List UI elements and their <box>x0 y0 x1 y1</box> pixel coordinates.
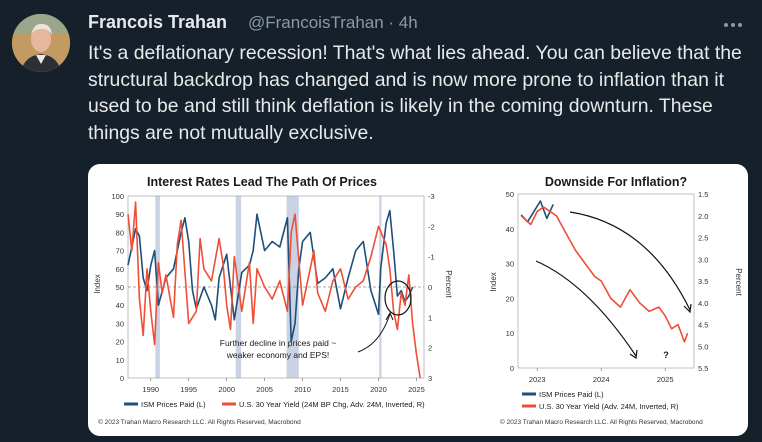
right-chart-title: Downside For Inflation? <box>545 175 687 189</box>
left-series-us-30y-yield <box>127 201 421 379</box>
left-y-tick-label: 70 <box>116 247 124 256</box>
left-y2-tick-label: 3 <box>428 374 432 383</box>
right-y2-axis-label: Percent <box>734 268 743 296</box>
right-y-tick-label: 50 <box>506 190 514 199</box>
right-legend-ism: ISM Prices Paid (L) <box>539 390 604 399</box>
right-arrowhead-lower <box>629 349 638 360</box>
left-x-tick-label: 2000 <box>218 385 235 394</box>
tweet-image-card[interactable]: Interest Rates Lead The Path Of Prices I… <box>88 164 748 436</box>
left-legend-ism: ISM Prices Paid (L) <box>141 400 206 409</box>
left-y2-tick-label: 0 <box>428 283 432 292</box>
right-y2-tick-label: 5.0 <box>698 342 708 351</box>
left-x-tick-label: 2015 <box>332 385 349 394</box>
right-question-mark: ? <box>663 350 669 360</box>
left-x-tick-label: 2025 <box>408 385 425 394</box>
right-y2-tick-label: 2.0 <box>698 212 708 221</box>
left-y-tick-label: 10 <box>116 356 124 365</box>
left-x-tick-label: 2020 <box>370 385 387 394</box>
right-legend-yield: U.S. 30 Year Yield (Adv. 24M, Inverted, … <box>539 402 679 411</box>
right-chart: Downside For Inflation? Index Percent 0 1… <box>489 175 743 426</box>
right-y-axis-label: Index <box>489 272 498 292</box>
right-arrow-upper <box>569 211 691 311</box>
left-y-tick-label: 40 <box>116 301 124 310</box>
left-y-tick-label: 90 <box>116 210 124 219</box>
left-y2-tick-label: 2 <box>428 344 432 353</box>
author-avatar[interactable] <box>12 14 70 72</box>
left-y-tick-label: 50 <box>116 283 124 292</box>
left-chart-title: Interest Rates Lead The Path Of Prices <box>147 175 377 189</box>
right-y2-tick-label: 3.0 <box>698 255 708 264</box>
left-y-tick-label: 60 <box>116 265 124 274</box>
left-x-tick-label: 2005 <box>256 385 273 394</box>
right-y2-tick-label: 5.5 <box>698 364 708 373</box>
right-y-tick-label: 20 <box>506 294 514 303</box>
left-copyright: © 2023 Trahan Macro Research LLC. All Ri… <box>98 418 301 426</box>
tweet-text: It's a deflationary recession! That's wh… <box>88 42 742 144</box>
left-arrowhead <box>385 311 394 321</box>
left-y-axis-label: Index <box>93 274 102 294</box>
right-legend: ISM Prices Paid (L) U.S. 30 Year Yield (… <box>522 390 679 411</box>
author-handle-time[interactable]: @FrancoisTrahan · 4h <box>248 13 418 32</box>
right-y2-tick-label: 4.0 <box>698 299 708 308</box>
left-chart: Interest Rates Lead The Path Of Prices I… <box>93 175 453 426</box>
left-y2-tick-label: -2 <box>428 222 435 231</box>
left-y2-tick-label: 1 <box>428 313 432 322</box>
author-name[interactable]: Francois Trahan <box>88 12 228 32</box>
left-y-tick-label: 30 <box>116 319 124 328</box>
left-y2-axis-label: Percent <box>444 270 453 298</box>
right-plot-frame <box>517 193 695 369</box>
right-y2-tick-label: 1.5 <box>698 190 708 199</box>
right-copyright: © 2023 Trahan Macro Research LLC. All Ri… <box>500 418 703 426</box>
right-y2-tick-label: 3.5 <box>698 277 708 286</box>
left-highlight-circle <box>384 280 412 316</box>
right-y2-tick-label: 4.5 <box>698 321 708 330</box>
right-arrow-lower <box>535 260 637 357</box>
left-y-tick-label: 100 <box>111 192 124 201</box>
avatar-image <box>12 14 70 72</box>
charts-canvas: Interest Rates Lead The Path Of Prices I… <box>93 175 743 426</box>
left-annotation-arrow <box>357 313 391 353</box>
right-x-tick-label: 2025 <box>657 375 674 384</box>
right-y-tick-label: 40 <box>506 225 514 234</box>
left-recession-band <box>286 196 299 378</box>
left-y-tick-label: 20 <box>116 338 124 347</box>
right-y-tick-label: 10 <box>506 329 514 338</box>
more-horizontal-icon[interactable] <box>718 12 748 38</box>
left-annotation-line-1: Further decline in prices paid ~ <box>220 338 337 348</box>
left-y2-tick-label: -3 <box>428 192 435 201</box>
right-y-tick-label: 30 <box>506 260 514 269</box>
right-y-tick-label: 0 <box>510 364 514 373</box>
left-legend-yield: U.S. 30 Year Yield (24M BP Chg, Adv. 24M… <box>239 400 425 409</box>
right-y2-tick-label: 2.5 <box>698 234 708 243</box>
right-arrowhead-upper <box>683 303 692 314</box>
left-series-ism-prices-paid <box>127 209 414 343</box>
left-x-tick-label: 1990 <box>142 385 159 394</box>
right-x-tick-label: 2024 <box>593 375 610 384</box>
left-x-tick-label: 1995 <box>180 385 197 394</box>
left-y-tick-label: 0 <box>120 374 124 383</box>
right-series-us-30y-yield <box>520 206 689 343</box>
left-x-tick-label: 2010 <box>294 385 311 394</box>
left-annotation-line-2: weaker economy and EPS! <box>226 350 330 360</box>
right-x-tick-label: 2023 <box>529 375 546 384</box>
left-y2-tick-label: -1 <box>428 253 435 262</box>
left-y-tick-label: 80 <box>116 228 124 237</box>
left-legend: ISM Prices Paid (L) U.S. 30 Year Yield (… <box>124 400 425 409</box>
